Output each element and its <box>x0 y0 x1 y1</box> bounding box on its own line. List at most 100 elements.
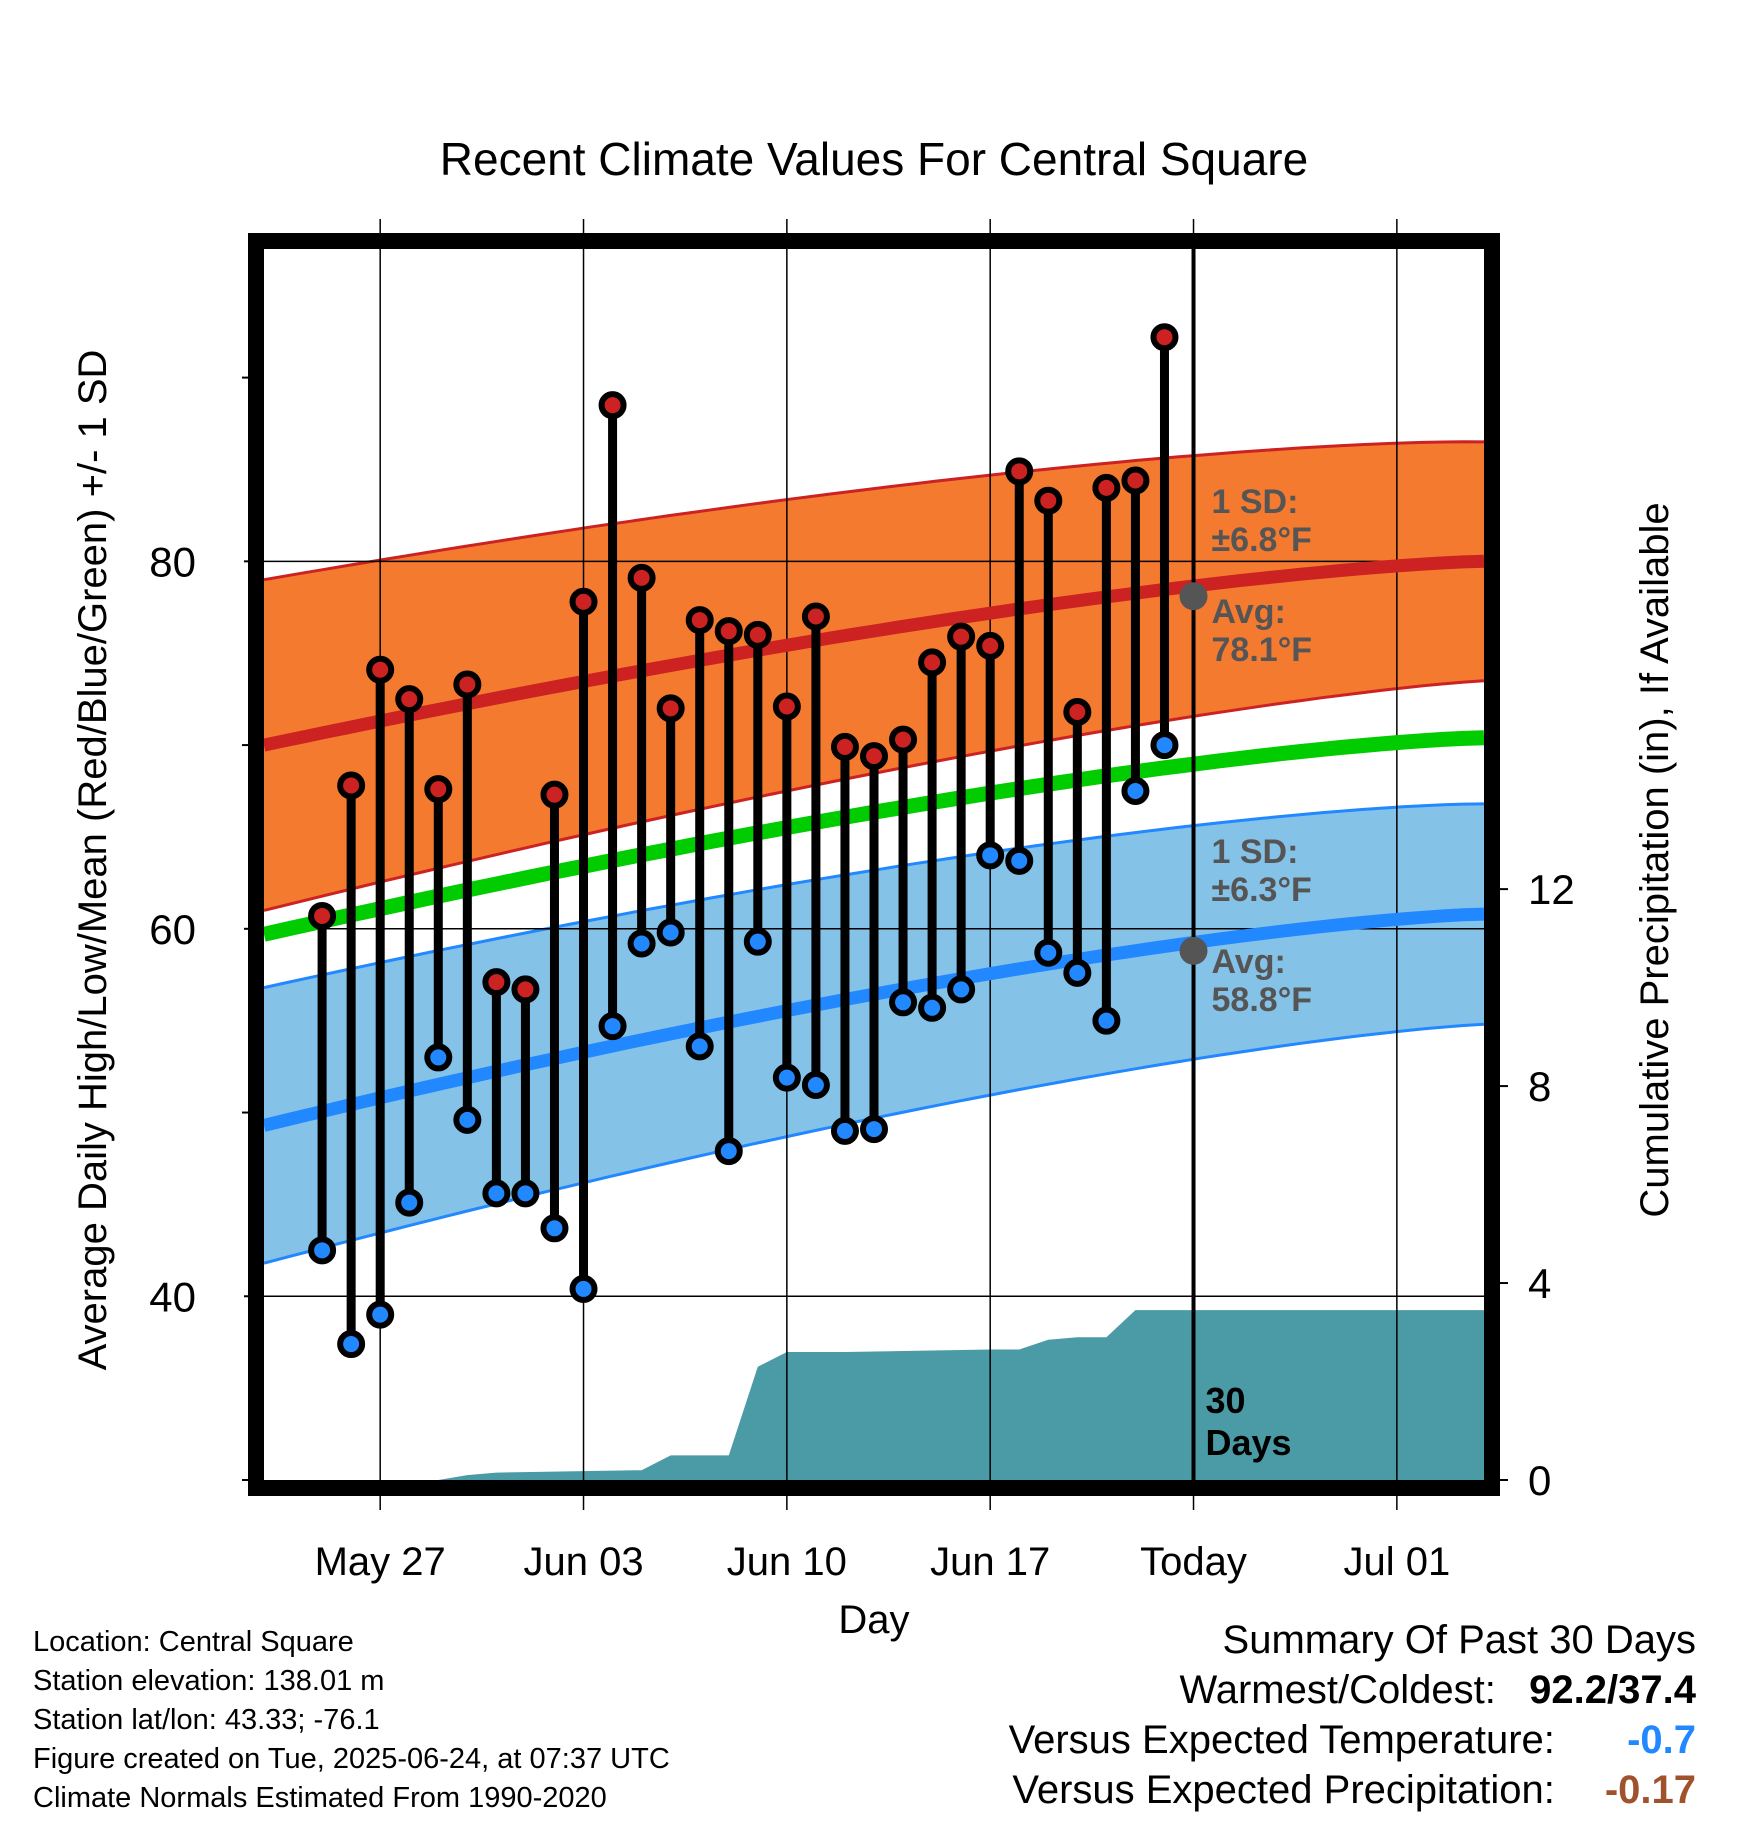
daily-low-point <box>337 1330 366 1359</box>
daily-low-point <box>801 1070 830 1099</box>
daily-low-point <box>627 929 656 958</box>
daily-high-point <box>337 771 366 800</box>
daily-high-point <box>569 587 598 616</box>
x-tick-label: Today <box>1140 1540 1247 1584</box>
daily-high-point <box>1005 457 1034 486</box>
daily-low-point <box>685 1032 714 1061</box>
daily-high-point <box>772 692 801 721</box>
daily-low-point <box>569 1274 598 1303</box>
daily-high-point <box>366 655 395 684</box>
daily-high-point <box>598 391 627 420</box>
location-line: Location: Central Square <box>33 1626 354 1658</box>
y-axis-label-right: Cumulative Precipitation (in), If Availa… <box>1633 502 1677 1217</box>
y-tick-label-right: 0 <box>1528 1457 1551 1504</box>
today-high-normal-marker <box>1179 582 1208 611</box>
daily-high-point <box>743 620 772 649</box>
daily-low-point <box>656 918 685 947</box>
daily-low-point <box>366 1300 395 1329</box>
daily-low-point <box>743 927 772 956</box>
daily-high-point <box>685 606 714 635</box>
chart-title: Recent Climate Values For Central Square <box>440 133 1308 185</box>
elevation-line: Station elevation: 138.01 m <box>33 1665 385 1697</box>
daily-low-point <box>918 993 947 1022</box>
created-line: Figure created on Tue, 2025-06-24, at 07… <box>33 1743 670 1775</box>
summary-title: Summary Of Past 30 Days <box>1222 1618 1696 1662</box>
daily-low-point <box>482 1179 511 1208</box>
daily-high-point <box>889 725 918 754</box>
daily-low-point <box>889 988 918 1017</box>
precipitation-area <box>264 1310 1484 1480</box>
high-normal-band <box>264 441 1484 911</box>
daily-high-point <box>830 732 859 761</box>
daily-low-point <box>860 1115 888 1144</box>
precip-anomaly-value: -0.17 <box>1604 1768 1696 1812</box>
daily-low-point <box>395 1188 424 1217</box>
daily-high-point <box>1034 486 1063 515</box>
warm-cold-label: Warmest/Coldest: <box>1179 1668 1496 1712</box>
high-avg-label: Avg: 78.1°F <box>1212 593 1313 669</box>
daily-low-point <box>1150 731 1179 760</box>
low-sd-label: 1 SD: ±6.3°F <box>1212 833 1312 909</box>
window-label: 30 Days <box>1206 1380 1292 1463</box>
axis-ticks: 40 60 80 0 4 8 12 May 27 Jun 03 Jun 10 Jun 17 Today… <box>149 376 1575 1584</box>
plot-frame <box>248 233 1500 1496</box>
daily-low-point <box>453 1105 482 1134</box>
daily-low-point <box>947 975 976 1004</box>
daily-low-point <box>1121 777 1150 806</box>
y-tick-label-right: 4 <box>1528 1260 1551 1307</box>
daily-high-point <box>308 901 337 930</box>
daily-low-point <box>1005 846 1034 875</box>
daily-low-point <box>1034 938 1063 967</box>
x-tick-label: May 27 <box>315 1540 446 1584</box>
daily-high-point <box>1063 698 1092 727</box>
daily-high-point <box>801 602 830 631</box>
daily-low-point <box>308 1236 337 1265</box>
daily-low-point <box>772 1063 801 1092</box>
daily-high-point <box>714 617 743 646</box>
x-tick-label: Jul 01 <box>1343 1540 1450 1584</box>
x-tick-label: Jun 03 <box>523 1540 643 1584</box>
daily-low-point <box>714 1137 743 1166</box>
daily-high-point <box>453 670 482 699</box>
y-tick-label-left: 60 <box>149 906 196 953</box>
daily-high-point <box>947 622 976 651</box>
daily-high-point <box>540 780 569 809</box>
daily-low-point <box>1063 958 1092 987</box>
summary-warm-cold-row: Warmest/Coldest: 92.2/37.4 <box>1009 1665 1696 1715</box>
summary-temp-row: Versus Expected Temperature: -0.7 <box>1009 1715 1696 1765</box>
daily-low-point <box>424 1043 453 1072</box>
summary-precip-row: Versus Expected Precipitation: -0.17 <box>1009 1765 1696 1815</box>
daily-low-point <box>976 841 1005 870</box>
high-sd-label: 1 SD: ±6.8°F <box>1212 483 1312 559</box>
daily-high-point <box>395 685 424 714</box>
summary-panel: Summary Of Past 30 Days Warmest/Coldest:… <box>1009 1615 1696 1815</box>
x-tick-label: Jun 10 <box>727 1540 847 1584</box>
daily-low-point <box>540 1214 569 1243</box>
y-axis-label-left: Average Daily High/Low/Mean (Red/Blue/Gr… <box>71 350 115 1371</box>
daily-high-point <box>1121 466 1150 495</box>
daily-high-point <box>860 742 888 771</box>
daily-high-point <box>976 631 1005 660</box>
normals-line: Climate Normals Estimated From 1990-2020 <box>33 1782 607 1814</box>
y-tick-label-left: 40 <box>149 1273 196 1320</box>
temp-anomaly-value: -0.7 <box>1627 1718 1696 1762</box>
daily-high-point <box>482 968 511 997</box>
low-avg-label: Avg: 58.8°F <box>1212 943 1313 1019</box>
daily-low-point <box>830 1116 859 1145</box>
high-normal-band-upper-edge <box>263 440 1485 582</box>
daily-high-point <box>511 975 540 1004</box>
daily-high-point <box>627 563 656 592</box>
daily-low-point <box>511 1179 540 1208</box>
precip-label: Versus Expected Precipitation: <box>1012 1768 1555 1812</box>
y-tick-label-right: 8 <box>1528 1063 1551 1110</box>
latlon-line: Station lat/lon: 43.33; -76.1 <box>33 1704 380 1736</box>
station-info: Location: Central Square Station elevati… <box>33 1623 670 1818</box>
daily-high-point <box>424 775 453 804</box>
temp-label: Versus Expected Temperature: <box>1008 1718 1555 1762</box>
daily-high-point <box>656 694 685 723</box>
daily-low-point <box>1092 1006 1121 1035</box>
daily-high-point <box>1150 323 1179 352</box>
daily-high-point <box>918 648 947 677</box>
y-tick-label-right: 12 <box>1528 866 1575 913</box>
